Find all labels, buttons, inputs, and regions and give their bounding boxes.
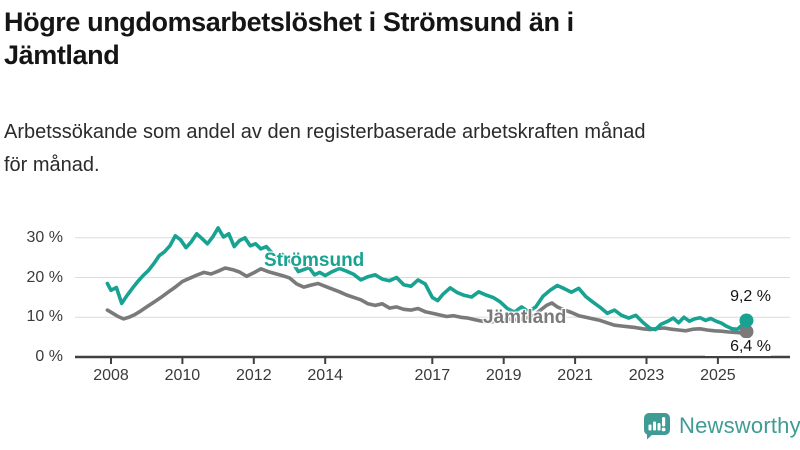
x-tick-label: 2012 [236,367,272,384]
y-tick-label: 20 % [26,268,63,286]
x-tick-label: 2008 [93,367,129,384]
x-tick-label: 2019 [485,367,522,384]
y-tick-label: 0 % [35,348,63,365]
x-tick-label: 2021 [557,367,593,384]
x-tick-label: 2010 [164,367,201,384]
page-title-line-2: Jämtland [4,39,120,70]
y-tick-label: 10 % [26,308,63,326]
stromsund-series-label: Strömsund [264,250,365,271]
x-tick-label: 2025 [700,367,736,384]
chart-subtitle-line-1: Arbetssökande som andel av den registerb… [4,121,646,143]
stromsund-end-value: 9,2 % [705,288,771,306]
x-tick-label: 2014 [307,367,343,384]
chart-subtitle: Arbetssökande som andel av den registerb… [4,116,796,182]
newsworthy-wordmark: Newsworthy [679,413,800,438]
page-title: Högre ungdomsarbetslöshet i Strömsund än… [4,6,796,72]
jamtland-series-label: Jämtland [483,307,567,328]
page-title-line-1: Högre ungdomsarbetslöshet i Strömsund än… [4,7,574,37]
y-tick-label: 30 % [26,228,63,246]
x-tick-label: 2023 [628,367,665,384]
jamtland-end-value: 6,4 % [705,338,771,356]
x-tick-label: 2017 [414,367,451,384]
chart-subtitle-line-2: för månad. [4,154,100,176]
bar-chart-speech-bubble-icon [644,413,670,440]
newsworthy-logo[interactable]: Newsworthy [643,412,800,440]
